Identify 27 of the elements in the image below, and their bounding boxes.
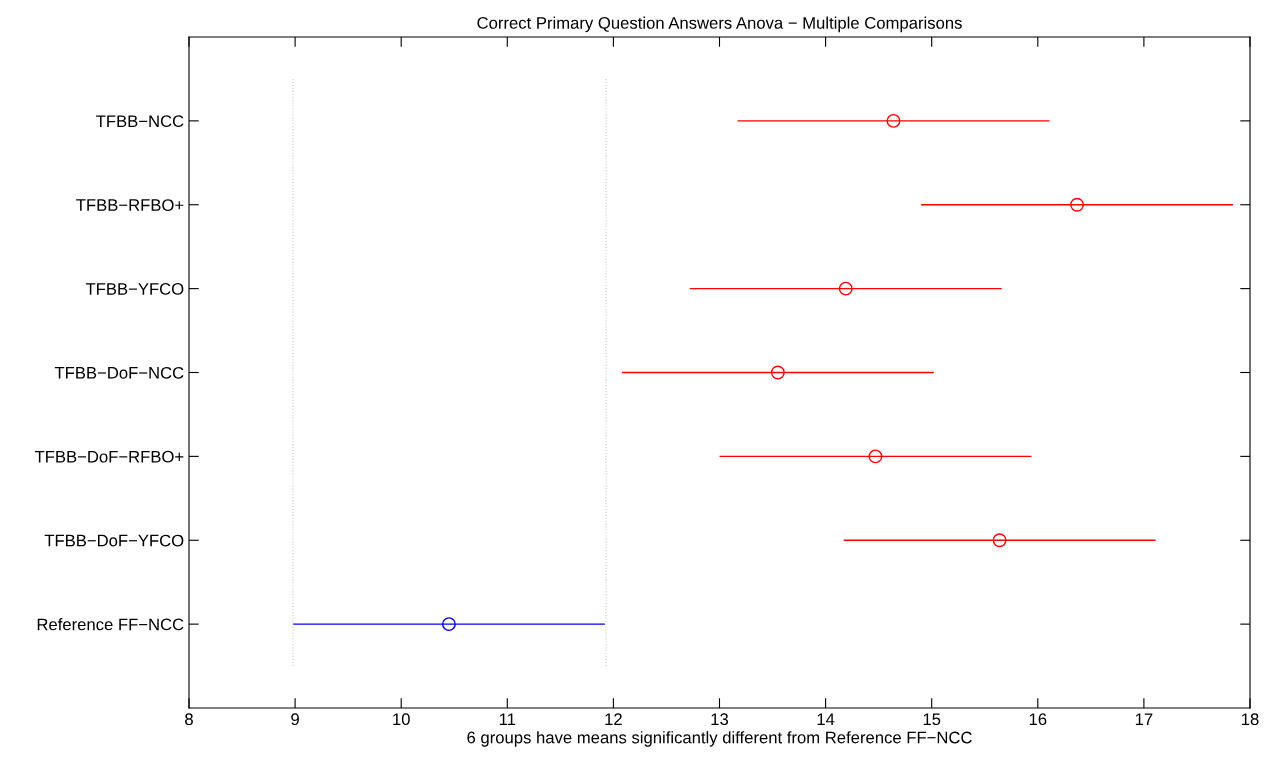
- x-tick-label: 11: [499, 713, 516, 725]
- x-tick-label: 15: [923, 713, 941, 726]
- point: [838, 281, 853, 296]
- point: [1070, 197, 1085, 212]
- x-tick-label: 14: [817, 713, 835, 725]
- y-tick-label: TFBB−YFCO: [85, 283, 184, 295]
- y-tick-label: TFBB−RFBO+: [76, 199, 184, 211]
- x-tick-label: 12: [605, 713, 622, 725]
- x-tick-label: 9: [291, 713, 299, 726]
- x-tick-label: 17: [1135, 713, 1153, 725]
- y-tick-label: TFBB−DoF−NCC: [54, 366, 184, 379]
- x-tick-label: 18: [1242, 713, 1259, 726]
- point: [868, 449, 883, 464]
- y-tick-label: TFBB−DoF−RFBO+: [34, 450, 184, 463]
- y-tick-label: TFBB−NCC: [96, 115, 184, 128]
- x-tick-label: 10: [393, 713, 410, 726]
- point: [886, 113, 901, 128]
- chart-title: Correct Primary Question Answers Anova − Multiple Comparisons: [477, 16, 962, 33]
- point: [770, 365, 785, 380]
- point: [992, 533, 1007, 548]
- y-tick-label: Reference FF−NCC: [37, 618, 184, 631]
- x-tick-label: 13: [711, 713, 729, 726]
- x-tick-label: 8: [185, 713, 193, 726]
- point: [441, 617, 456, 632]
- x-tick-label: 16: [1029, 713, 1047, 726]
- y-tick-label: TFBB−DoF−YFCO: [44, 534, 184, 547]
- x-axis-title: 6 groups have means significantly different from Reference FF−NCC: [467, 731, 972, 747]
